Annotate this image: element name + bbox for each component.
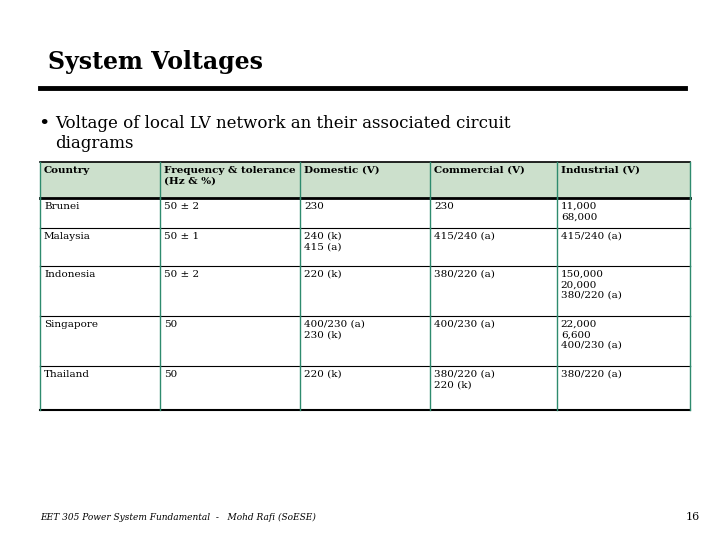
Text: 150,000
20,000
380/220 (a): 150,000 20,000 380/220 (a) xyxy=(561,270,621,300)
Text: Industrial (V): Industrial (V) xyxy=(561,166,640,175)
Text: 50 ± 1: 50 ± 1 xyxy=(164,232,199,241)
Text: Domestic (V): Domestic (V) xyxy=(304,166,379,175)
Text: 220 (k): 220 (k) xyxy=(304,370,341,379)
Text: 220 (k): 220 (k) xyxy=(304,270,341,279)
Text: 50 ± 2: 50 ± 2 xyxy=(164,270,199,279)
Text: Frequency & tolerance
(Hz & %): Frequency & tolerance (Hz & %) xyxy=(164,166,296,185)
Text: 230: 230 xyxy=(304,202,324,211)
Text: 22,000
6,600
400/230 (a): 22,000 6,600 400/230 (a) xyxy=(561,320,621,350)
Text: 380/220 (a)
220 (k): 380/220 (a) 220 (k) xyxy=(434,370,495,389)
Text: Indonesia: Indonesia xyxy=(44,270,95,279)
Text: 415/240 (a): 415/240 (a) xyxy=(561,232,621,241)
Text: diagrams: diagrams xyxy=(55,135,133,152)
Text: Brunei: Brunei xyxy=(44,202,79,211)
Text: Singapore: Singapore xyxy=(44,320,98,329)
Text: 415/240 (a): 415/240 (a) xyxy=(434,232,495,241)
Text: 50: 50 xyxy=(164,320,178,329)
Text: Thailand: Thailand xyxy=(44,370,90,379)
Text: 380/220 (a): 380/220 (a) xyxy=(434,270,495,279)
Text: 230: 230 xyxy=(434,202,454,211)
Text: 380/220 (a): 380/220 (a) xyxy=(561,370,621,379)
Text: Country: Country xyxy=(44,166,90,175)
Text: 400/230 (a)
230 (k): 400/230 (a) 230 (k) xyxy=(304,320,365,340)
Text: 16: 16 xyxy=(685,512,700,522)
Text: EET 305 Power System Fundamental  -   Mohd Rafi (SoESE): EET 305 Power System Fundamental - Mohd … xyxy=(40,513,316,522)
Text: Malaysia: Malaysia xyxy=(44,232,91,241)
Text: 240 (k)
415 (a): 240 (k) 415 (a) xyxy=(304,232,341,252)
Text: Commercial (V): Commercial (V) xyxy=(434,166,525,175)
Text: 50 ± 2: 50 ± 2 xyxy=(164,202,199,211)
Text: 50: 50 xyxy=(164,370,178,379)
Text: Voltage of local LV network an their associated circuit: Voltage of local LV network an their ass… xyxy=(55,115,510,132)
Text: •: • xyxy=(38,115,50,133)
Bar xyxy=(40,162,690,198)
Text: System Voltages: System Voltages xyxy=(48,50,263,74)
Text: 11,000
68,000: 11,000 68,000 xyxy=(561,202,597,221)
Text: 400/230 (a): 400/230 (a) xyxy=(434,320,495,329)
